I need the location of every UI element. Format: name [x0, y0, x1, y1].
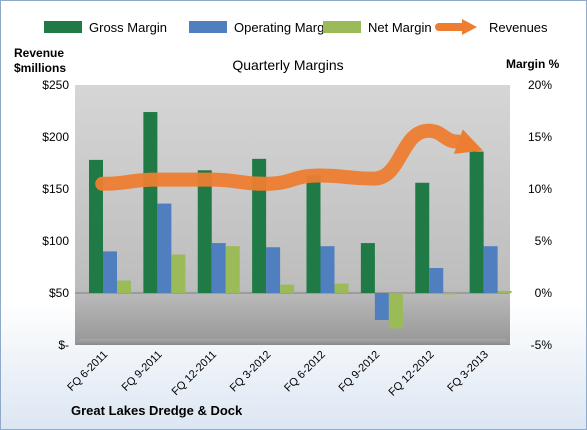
bar-operating-margin — [320, 246, 335, 293]
category-label: FQ 6-2011 — [65, 349, 110, 394]
bar-gross-margin — [143, 112, 158, 293]
left-tick-label: $250 — [42, 78, 69, 92]
bar-operating-margin — [374, 293, 389, 321]
bars — [89, 112, 512, 329]
left-tick-label: $50 — [49, 286, 69, 300]
legend-arrowhead-revenues — [462, 19, 477, 35]
legend-swatch-operating-margin — [189, 21, 227, 33]
category-label: FQ 9-2011 — [120, 349, 165, 394]
left-axis-title-line1: Revenue — [14, 46, 64, 60]
category-label: FQ 12-2012 — [387, 349, 437, 399]
bar-operating-margin — [157, 203, 172, 293]
legend-swatch-net-margin — [323, 21, 361, 33]
left-tick-label: $- — [58, 338, 69, 352]
bar-gross-margin — [415, 182, 430, 293]
legend-label-net-margin: Net Margin — [368, 20, 432, 35]
legend-label-revenues: Revenues — [489, 20, 548, 35]
left-tick-label: $100 — [42, 234, 69, 248]
left-tick-label: $200 — [42, 130, 69, 144]
right-tick-label: 0% — [535, 286, 553, 300]
bar-gross-margin — [469, 151, 484, 293]
right-axis-title: Margin % — [506, 57, 560, 71]
right-tick-label: 15% — [528, 130, 552, 144]
line-revenues — [95, 123, 466, 191]
bar-gross-margin — [252, 158, 267, 293]
left-axis-title-line2: $millions — [14, 61, 66, 75]
bar-operating-margin — [483, 246, 498, 293]
revenue-series — [95, 123, 483, 191]
left-axis: $- $50 $100 $150 $200 $250 — [42, 78, 69, 352]
bar-operating-margin — [211, 243, 226, 293]
category-label: FQ 3-2012 — [228, 349, 274, 395]
right-axis: -5% 0% 5% 10% 15% 20% — [528, 78, 552, 352]
bar-gross-margin — [197, 170, 212, 293]
bar-net-margin — [171, 254, 186, 293]
category-label: FQ 3-2013 — [445, 349, 491, 395]
right-tick-label: 20% — [528, 78, 552, 92]
category-label: FQ 12-2011 — [170, 349, 219, 398]
bar-net-margin — [443, 293, 458, 295]
chart-title: Quarterly Margins — [232, 57, 343, 73]
category-label: FQ 6-2012 — [282, 349, 328, 395]
bar-gross-margin — [306, 175, 321, 293]
footer-company: Great Lakes Dredge & Dock — [71, 403, 243, 418]
bar-gross-margin — [89, 159, 103, 293]
bar-net-margin — [497, 290, 512, 293]
plot-floor — [75, 339, 510, 345]
legend: Gross Margin Operating Margin Net Margin… — [44, 19, 548, 35]
line-revenues-arrowhead — [453, 129, 483, 154]
bar-net-margin — [117, 280, 131, 293]
bar-operating-margin — [266, 247, 281, 293]
bar-operating-margin — [429, 268, 444, 293]
bar-gross-margin — [360, 243, 375, 293]
plot-area — [75, 85, 510, 345]
legend-swatch-gross-margin — [44, 21, 82, 33]
right-tick-label: -5% — [531, 338, 553, 352]
left-tick-label: $150 — [42, 182, 69, 196]
legend-label-operating-margin: Operating Margin — [234, 20, 334, 35]
bar-net-margin — [334, 283, 349, 293]
bar-net-margin — [388, 293, 403, 329]
bar-net-margin — [225, 246, 240, 293]
right-tick-label: 10% — [528, 182, 552, 196]
bar-net-margin — [280, 284, 295, 293]
right-tick-label: 5% — [535, 234, 553, 248]
bar-operating-margin — [103, 251, 117, 293]
category-label: FQ 9-2012 — [337, 349, 383, 395]
legend-label-gross-margin: Gross Margin — [89, 20, 167, 35]
category-axis: FQ 6-2011 FQ 9-2011 FQ 12-2011 FQ 3-2012 FQ … — [65, 349, 491, 399]
